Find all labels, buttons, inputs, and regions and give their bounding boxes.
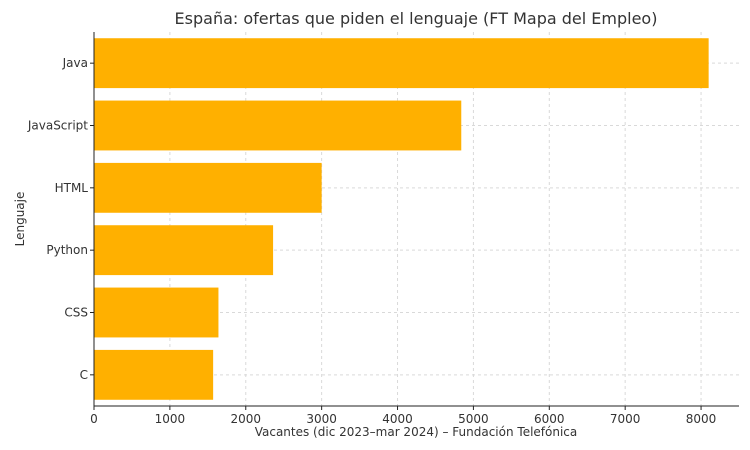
x-tick-label: 2000: [230, 412, 261, 426]
chart-title: España: ofertas que piden el lenguaje (F…: [175, 9, 658, 28]
y-tick-label: CSS: [64, 306, 88, 320]
y-tick-label: Java: [62, 56, 88, 70]
bar-python: [94, 225, 274, 276]
bar-java: [94, 38, 709, 89]
x-tick-label: 8000: [686, 412, 717, 426]
bar-css: [94, 287, 219, 338]
y-axis-ticks: Java JavaScript HTML Python CSS C: [27, 56, 94, 382]
bar-html: [94, 162, 322, 213]
x-tick-label: 3000: [306, 412, 337, 426]
grid-lines: [93, 32, 739, 406]
bar-series: [94, 38, 709, 400]
y-tick-label: C: [80, 368, 88, 382]
x-axis-ticks: 0 1000 2000 3000 4000 5000 6000 7000 8000: [90, 406, 716, 426]
x-tick-label: 7000: [610, 412, 641, 426]
x-tick-label: 0: [90, 412, 98, 426]
y-tick-label: JavaScript: [27, 119, 88, 133]
y-axis-label: Lenguaje: [13, 192, 27, 247]
x-axis-label: Vacantes (dic 2023–mar 2024) – Fundación…: [255, 425, 578, 439]
x-tick-label: 6000: [534, 412, 565, 426]
x-tick-label: 5000: [458, 412, 489, 426]
y-tick-label: Python: [46, 243, 88, 257]
bar-c: [94, 349, 214, 400]
bar-javascript: [94, 100, 462, 151]
x-tick-label: 4000: [382, 412, 413, 426]
x-tick-label: 1000: [155, 412, 186, 426]
y-tick-label: HTML: [55, 181, 89, 195]
